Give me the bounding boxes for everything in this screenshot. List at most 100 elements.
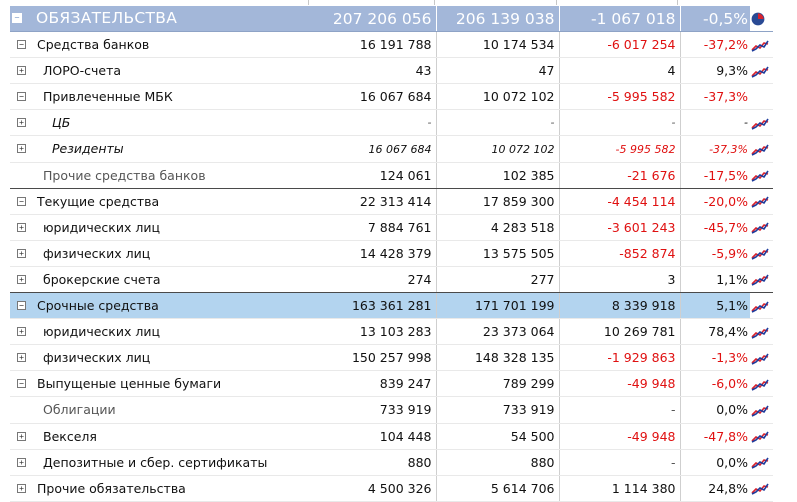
value-1-cell: 22 313 414 bbox=[310, 188, 437, 215]
table-header-row[interactable]: − ОБЯЗАТЕЛЬСТВА 207 206 056 206 139 038 … bbox=[10, 6, 773, 33]
table-row[interactable]: + физических лиц 150 257 998 148 328 135 -1 … bbox=[10, 344, 773, 372]
table-row[interactable]: − Текущие средства 22 313 414 17 859 300 -4 … bbox=[10, 188, 773, 215]
row-label: Текущие средства bbox=[37, 193, 160, 209]
collapse-icon[interactable]: − bbox=[17, 40, 26, 50]
table-row[interactable]: Облигации 733 919 733 919-0,0% bbox=[10, 396, 773, 424]
percent-cell: -37,2% bbox=[680, 31, 750, 59]
row-label-cell: + Резиденты bbox=[10, 135, 310, 163]
sparkline-icon[interactable] bbox=[750, 396, 773, 424]
table-row[interactable]: + юридических лиц 13 103 283 23 373 064 10 2… bbox=[10, 318, 773, 346]
row-label: юридических лиц bbox=[43, 219, 160, 235]
sparkline-icon[interactable] bbox=[750, 135, 773, 163]
diff-cell: 3 bbox=[559, 266, 681, 294]
collapse-icon[interactable]: − bbox=[12, 13, 22, 23]
row-label: Прочие средства банков bbox=[43, 167, 206, 183]
table-row[interactable]: + ЦБ - - - - bbox=[10, 109, 773, 137]
row-label: Привлеченные МБК bbox=[43, 89, 173, 105]
sparkline-icon[interactable] bbox=[750, 292, 773, 320]
collapse-icon[interactable]: − bbox=[17, 92, 26, 102]
diff-cell: -5 995 582 bbox=[559, 135, 681, 163]
table-row[interactable]: − Средства банков 16 191 788 10 174 534 -6 0… bbox=[10, 31, 773, 59]
table-row[interactable]: + ЛОРО-счета 43 47 4 9,3% bbox=[10, 57, 773, 85]
value-2-cell: 789 299 bbox=[436, 370, 560, 398]
table-row[interactable]: − Привлеченные МБК 16 067 684 10 072 102 -5 … bbox=[10, 83, 773, 111]
value-1-cell: 274 bbox=[310, 266, 437, 294]
collapse-icon[interactable]: − bbox=[17, 379, 26, 389]
sparkline-icon[interactable] bbox=[750, 109, 773, 137]
expand-icon[interactable]: + bbox=[17, 144, 26, 154]
value-1-cell: 163 361 281 bbox=[310, 292, 437, 320]
row-label-cell: − Срочные средства bbox=[10, 292, 310, 320]
expand-icon[interactable]: + bbox=[17, 118, 26, 128]
sparkline-icon[interactable] bbox=[750, 162, 773, 189]
value-2-cell: 148 328 135 bbox=[436, 344, 560, 372]
sparkline-icon[interactable] bbox=[750, 318, 773, 346]
value-1-cell: 150 257 998 bbox=[310, 344, 437, 372]
percent-cell: -5,9% bbox=[680, 240, 750, 267]
sparkline-icon[interactable] bbox=[750, 344, 773, 372]
percent-cell: 0,0% bbox=[680, 396, 750, 424]
table-row[interactable]: + Резиденты 16 067 684 10 072 102 -5 995 582… bbox=[10, 135, 773, 163]
table-row[interactable]: + физических лиц 14 428 379 13 575 505 -852 … bbox=[10, 240, 773, 267]
sparkline-icon[interactable] bbox=[750, 370, 773, 398]
value-1-cell: - bbox=[310, 109, 437, 137]
row-label-cell: + Депозитные и сбер. сертификаты bbox=[10, 449, 310, 476]
diff-cell: 10 269 781 bbox=[559, 318, 681, 346]
table-row[interactable]: + Прочие обязательства 4 500 326 5 614 706 1… bbox=[10, 475, 773, 502]
collapse-icon[interactable]: − bbox=[17, 301, 26, 311]
expand-icon[interactable]: + bbox=[17, 353, 26, 363]
table-row[interactable]: + брокерские счета 274 277 3 1,1% bbox=[10, 266, 773, 294]
expand-icon[interactable]: + bbox=[17, 327, 26, 337]
row-label: ЦБ bbox=[52, 115, 71, 131]
value-1-cell: 16 067 684 bbox=[310, 135, 437, 163]
row-label: физических лиц bbox=[43, 245, 151, 261]
collapse-icon[interactable]: − bbox=[17, 196, 26, 206]
sparkline-icon[interactable] bbox=[750, 423, 773, 450]
diff-cell: -852 874 bbox=[559, 240, 681, 267]
expand-icon[interactable]: + bbox=[17, 222, 26, 232]
sparkline-icon[interactable] bbox=[750, 31, 773, 59]
diff-cell: -1 929 863 bbox=[559, 344, 681, 372]
row-label: Прочие обязательства bbox=[37, 480, 186, 496]
table-row[interactable]: Прочие средства банков 124 061 102 385 -21 … bbox=[10, 162, 773, 189]
row-label: Облигации bbox=[43, 402, 116, 418]
sparkline-icon[interactable] bbox=[750, 57, 773, 85]
percent-cell: -37,3% bbox=[680, 83, 750, 111]
diff-cell: -5 995 582 bbox=[559, 83, 681, 111]
table-row[interactable]: + Векселя 104 448 54 500 -49 948 -47,8% bbox=[10, 423, 773, 450]
expand-icon[interactable]: + bbox=[17, 248, 26, 258]
sparkline-icon[interactable] bbox=[750, 240, 773, 267]
value-2-cell: 13 575 505 bbox=[436, 240, 560, 267]
expand-icon[interactable]: + bbox=[17, 483, 26, 493]
sparkline-icon[interactable] bbox=[750, 475, 773, 502]
row-label-cell: + ЦБ bbox=[10, 109, 310, 137]
percent-cell: 24,8% bbox=[680, 475, 750, 502]
table-row[interactable]: − Срочные средства 163 361 281 171 701 199 8… bbox=[10, 292, 773, 320]
diff-cell: - bbox=[559, 109, 681, 137]
row-label-cell: − Привлеченные МБК bbox=[10, 83, 310, 111]
value-1-cell: 4 500 326 bbox=[310, 475, 437, 502]
value-2-cell: 5 614 706 bbox=[436, 475, 560, 502]
header-value-2: 206 139 038 bbox=[436, 6, 560, 33]
header-percent: -0,5% bbox=[680, 6, 750, 33]
expand-icon[interactable]: + bbox=[17, 457, 26, 467]
pie-chart-icon[interactable] bbox=[750, 6, 773, 33]
header-label-cell: − ОБЯЗАТЕЛЬСТВА bbox=[10, 6, 310, 33]
table-row[interactable]: + Депозитные и сбер. сертификаты 880 880-0,… bbox=[10, 449, 773, 476]
table-row[interactable]: + юридических лиц 7 884 761 4 283 518 -3 601… bbox=[10, 214, 773, 241]
diff-cell: - bbox=[559, 396, 681, 424]
expand-icon[interactable]: + bbox=[17, 431, 26, 441]
expand-icon[interactable]: + bbox=[17, 66, 26, 76]
expand-icon[interactable]: + bbox=[17, 274, 26, 284]
sparkline-icon[interactable] bbox=[750, 266, 773, 294]
percent-cell: 78,4% bbox=[680, 318, 750, 346]
sparkline-icon[interactable] bbox=[750, 449, 773, 476]
table-row[interactable]: − Выпущеные ценные бумаги 839 247 789 299 -4… bbox=[10, 370, 773, 398]
sparkline-icon[interactable] bbox=[750, 188, 773, 215]
percent-cell: 1,1% bbox=[680, 266, 750, 294]
row-label-cell: Прочие средства банков bbox=[10, 162, 310, 189]
diff-cell: -49 948 bbox=[559, 423, 681, 450]
percent-cell: - bbox=[680, 109, 750, 137]
percent-cell: 9,3% bbox=[680, 57, 750, 85]
sparkline-icon[interactable] bbox=[750, 214, 773, 241]
